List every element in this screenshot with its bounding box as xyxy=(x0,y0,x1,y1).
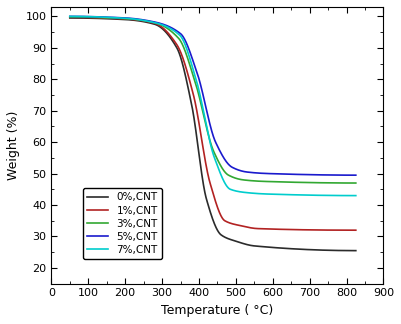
3%,CNT xyxy=(117,16,122,20)
Line: 5%,CNT: 5%,CNT xyxy=(70,17,356,175)
5%,CNT xyxy=(190,55,194,59)
Legend: 0%,CNT, 1%,CNT, 3%,CNT, 5%,CNT, 7%,CNT: 0%,CNT, 1%,CNT, 3%,CNT, 5%,CNT, 7%,CNT xyxy=(83,188,162,259)
3%,CNT xyxy=(353,181,358,185)
X-axis label: Temperature ( °C): Temperature ( °C) xyxy=(161,304,273,317)
0%,CNT xyxy=(348,249,352,252)
1%,CNT xyxy=(348,228,352,232)
3%,CNT xyxy=(348,181,352,185)
1%,CNT xyxy=(317,228,322,232)
0%,CNT xyxy=(177,52,182,56)
5%,CNT xyxy=(348,173,352,177)
Y-axis label: Weight (%): Weight (%) xyxy=(7,110,20,180)
Line: 3%,CNT: 3%,CNT xyxy=(70,17,356,183)
3%,CNT xyxy=(190,70,194,74)
1%,CNT xyxy=(353,228,358,232)
0%,CNT xyxy=(100,17,105,20)
7%,CNT xyxy=(67,15,72,18)
5%,CNT xyxy=(67,15,72,18)
0%,CNT xyxy=(353,249,358,253)
5%,CNT xyxy=(100,15,105,19)
7%,CNT xyxy=(100,15,105,19)
3%,CNT xyxy=(317,181,322,185)
Line: 1%,CNT: 1%,CNT xyxy=(70,17,356,230)
1%,CNT xyxy=(117,17,122,20)
0%,CNT xyxy=(67,16,72,20)
1%,CNT xyxy=(177,48,182,52)
3%,CNT xyxy=(67,15,72,19)
0%,CNT xyxy=(317,248,322,252)
7%,CNT xyxy=(317,193,322,197)
7%,CNT xyxy=(353,194,358,198)
0%,CNT xyxy=(117,17,122,21)
0%,CNT xyxy=(190,104,194,108)
3%,CNT xyxy=(100,16,105,19)
5%,CNT xyxy=(177,31,182,35)
1%,CNT xyxy=(67,15,72,19)
1%,CNT xyxy=(190,87,194,91)
7%,CNT xyxy=(117,16,122,20)
Line: 7%,CNT: 7%,CNT xyxy=(70,17,356,196)
Line: 0%,CNT: 0%,CNT xyxy=(70,18,356,251)
3%,CNT xyxy=(177,38,182,41)
7%,CNT xyxy=(190,63,194,67)
1%,CNT xyxy=(100,16,105,20)
5%,CNT xyxy=(317,173,322,177)
7%,CNT xyxy=(177,33,182,37)
5%,CNT xyxy=(353,173,358,177)
5%,CNT xyxy=(117,16,122,20)
7%,CNT xyxy=(348,194,352,198)
